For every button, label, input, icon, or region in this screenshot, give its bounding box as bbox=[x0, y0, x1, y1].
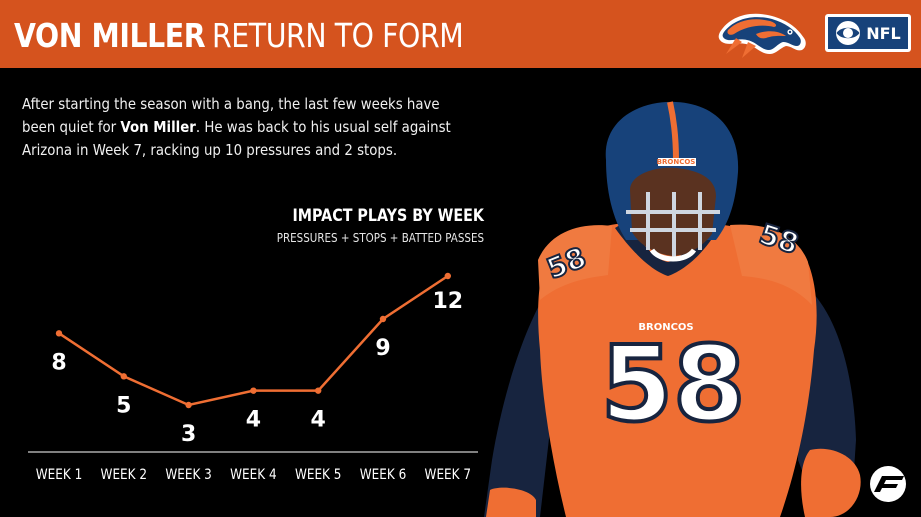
broncos-logo-icon bbox=[718, 13, 806, 58]
data-label: 8 bbox=[51, 350, 66, 375]
data-point bbox=[444, 272, 451, 280]
helmet-label: BRONCOS bbox=[657, 158, 696, 166]
chest-label: BRONCOS bbox=[638, 322, 693, 333]
intro-text: After starting the season with a bang, t… bbox=[22, 93, 451, 162]
x-tick-label: WEEK 1 bbox=[36, 467, 82, 483]
data-label: 9 bbox=[375, 336, 390, 361]
data-label: 5 bbox=[116, 393, 131, 418]
data-label: 12 bbox=[432, 289, 463, 314]
x-tick-label: WEEK 5 bbox=[295, 467, 341, 483]
data-label: 4 bbox=[311, 408, 326, 433]
x-tick-label: WEEK 2 bbox=[101, 467, 147, 483]
data-point bbox=[250, 387, 257, 394]
data-point bbox=[185, 401, 192, 409]
chart-subtitle: PRESSURES + STOPS + BATTED PASSES bbox=[276, 231, 484, 245]
cbs-eye-icon bbox=[836, 21, 861, 45]
title-light: RETURN TO FORM bbox=[212, 16, 464, 55]
x-tick-label: WEEK 6 bbox=[360, 467, 406, 483]
intro-line-2-post: . He was back to his usual self against bbox=[195, 118, 451, 136]
intro-line-3: Arizona in Week 7, racking up 10 pressur… bbox=[22, 141, 398, 159]
x-tick-label: WEEK 4 bbox=[230, 467, 276, 483]
data-point bbox=[315, 387, 322, 394]
x-tick-label: WEEK 7 bbox=[425, 467, 471, 483]
x-tick-label: WEEK 3 bbox=[165, 467, 211, 483]
intro-line-2: been quiet for Von Miller. He was back t… bbox=[22, 116, 451, 139]
cbs-nfl-badge: NFL bbox=[825, 14, 911, 52]
data-point bbox=[55, 330, 63, 337]
data-label: 4 bbox=[246, 408, 261, 433]
page-title: VON MILLER RETURN TO FORM bbox=[14, 14, 464, 58]
data-point bbox=[120, 373, 128, 380]
header-bar: VON MILLER RETURN TO FORM NFL bbox=[0, 0, 921, 68]
pff-logo-icon bbox=[870, 466, 906, 502]
data-point bbox=[379, 315, 387, 323]
intro-line-2-pre: been quiet for bbox=[22, 118, 121, 136]
data-label: 3 bbox=[181, 422, 196, 447]
jersey-number: 58 bbox=[601, 323, 746, 445]
player-photo: 58 58 58 BRONCOS BRONCOS bbox=[484, 101, 861, 517]
nfl-label: NFL bbox=[866, 23, 901, 43]
title-bold: VON MILLER bbox=[14, 16, 206, 55]
intro-line-1: After starting the season with a bang, t… bbox=[22, 95, 440, 113]
player-name: Von Miller bbox=[120, 118, 196, 136]
chart-title: IMPACT PLAYS BY WEEK bbox=[292, 206, 484, 226]
